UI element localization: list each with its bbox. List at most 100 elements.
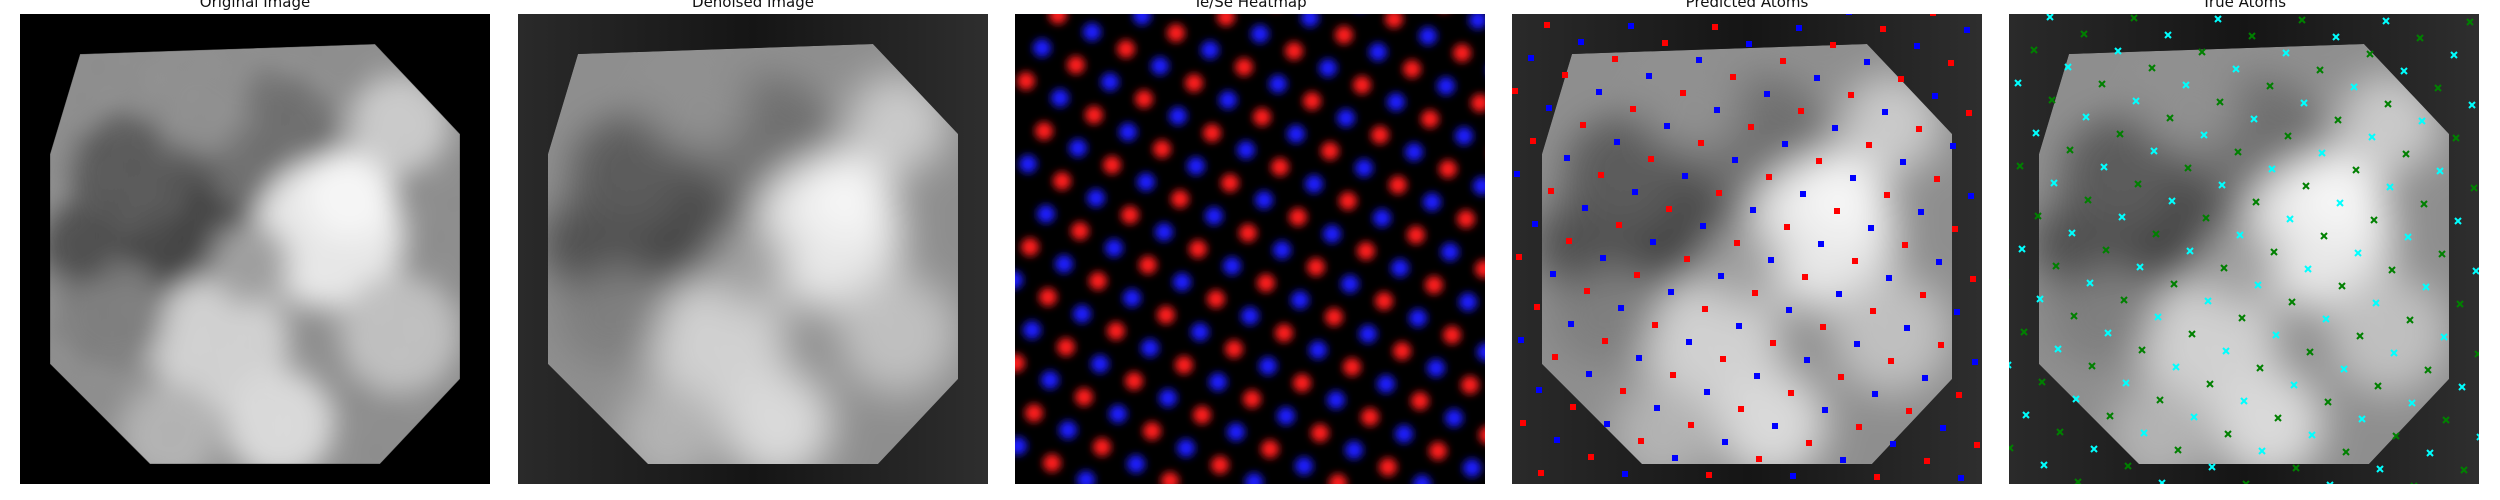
true-se-atom bbox=[2424, 366, 2432, 374]
true-te-atom bbox=[2222, 347, 2230, 355]
true-se-atom bbox=[2174, 446, 2182, 454]
te-heat-spot bbox=[1157, 306, 1175, 324]
se-heat-spot bbox=[1395, 425, 1413, 443]
te-heat-spot bbox=[1167, 24, 1185, 42]
se-heat-spot bbox=[1377, 375, 1395, 393]
true-se-atom bbox=[2034, 212, 2042, 220]
predicted-se-atom bbox=[1950, 143, 1956, 149]
predicted-se-atom bbox=[1568, 321, 1574, 327]
true-se-atom bbox=[2384, 100, 2392, 108]
predicted-se-atom bbox=[1750, 207, 1756, 213]
predicted-se-atom bbox=[1714, 107, 1720, 113]
se-heat-spot bbox=[1337, 109, 1355, 127]
se-heat-spot bbox=[1355, 159, 1373, 177]
true-te-atom bbox=[2140, 429, 2148, 437]
predicted-te-atom bbox=[1634, 272, 1640, 278]
true-te-atom bbox=[2014, 79, 2022, 87]
se-heat-spot bbox=[1477, 343, 1485, 361]
predicted-te-atom bbox=[1670, 372, 1676, 378]
predicted-te-atom bbox=[1934, 176, 1940, 182]
te-heat-spot bbox=[1071, 222, 1089, 240]
predicted-te-atom bbox=[1856, 424, 1862, 430]
predicted-te-atom bbox=[1734, 240, 1740, 246]
te-heat-spot bbox=[1321, 142, 1339, 160]
te-heat-spot bbox=[1243, 390, 1261, 408]
se-heat-spot bbox=[1387, 93, 1405, 111]
true-te-atom bbox=[2372, 299, 2380, 307]
se-heat-spot bbox=[1409, 309, 1427, 327]
se-heat-spot bbox=[1073, 305, 1091, 323]
true-te-atom bbox=[2118, 213, 2126, 221]
predicted-te-atom bbox=[1620, 388, 1626, 394]
panel-title: Original Image bbox=[199, 0, 311, 11]
te-heat-spot bbox=[1361, 408, 1379, 426]
se-heat-spot bbox=[1341, 275, 1359, 293]
te-heat-spot bbox=[1235, 58, 1253, 76]
te-heat-spot bbox=[1457, 210, 1475, 228]
te-heat-spot bbox=[1217, 14, 1235, 26]
predicted-te-atom bbox=[1706, 472, 1712, 478]
te-heat-spot bbox=[1471, 94, 1485, 112]
se-heat-spot bbox=[1473, 177, 1485, 195]
predicted-te-atom bbox=[1544, 22, 1550, 28]
te-heat-spot bbox=[1239, 224, 1257, 242]
predicted-se-atom bbox=[1536, 387, 1542, 393]
true-te-atom bbox=[2050, 179, 2058, 187]
te-heat-spot bbox=[1335, 26, 1353, 44]
te-heat-spot bbox=[1271, 158, 1289, 176]
true-se-atom bbox=[2206, 380, 2214, 388]
predicted-te-atom bbox=[1806, 440, 1812, 446]
se-heat-spot bbox=[1419, 27, 1437, 45]
heatmap-background bbox=[1015, 14, 1485, 484]
predicted-te-atom bbox=[1788, 390, 1794, 396]
predicted-te-atom bbox=[1780, 58, 1786, 64]
se-heat-spot bbox=[1169, 107, 1187, 125]
true-te-atom bbox=[2454, 217, 2462, 225]
true-te-atom bbox=[2468, 101, 2476, 109]
true-te-atom bbox=[2472, 267, 2479, 275]
true-te-atom bbox=[2450, 51, 2458, 59]
predicted-te-atom bbox=[1584, 288, 1590, 294]
predicted-se-atom bbox=[1564, 155, 1570, 161]
predicted-te-atom bbox=[1898, 76, 1904, 82]
true-te-atom bbox=[2436, 167, 2444, 175]
predicted-se-atom bbox=[1914, 43, 1920, 49]
predicted-se-atom bbox=[1890, 441, 1896, 447]
true-te-atom bbox=[2182, 81, 2190, 89]
true-se-atom bbox=[2009, 444, 2014, 452]
flake-region bbox=[50, 44, 460, 464]
predicted-se-atom bbox=[1646, 73, 1652, 79]
se-heat-spot bbox=[1209, 373, 1227, 391]
true-te-atom bbox=[2318, 149, 2326, 157]
predicted-se-atom bbox=[1596, 89, 1602, 95]
predicted-te-atom bbox=[1534, 304, 1540, 310]
predicted-se-atom bbox=[1850, 175, 1856, 181]
true-se-atom bbox=[2298, 16, 2306, 24]
se-heat-spot bbox=[1187, 157, 1205, 175]
true-se-atom bbox=[2434, 84, 2442, 92]
true-se-atom bbox=[2170, 280, 2178, 288]
true-se-atom bbox=[2274, 414, 2282, 422]
te-heat-spot bbox=[1085, 106, 1103, 124]
predicted-te-atom bbox=[1562, 72, 1568, 78]
predicted-te-atom bbox=[1930, 14, 1936, 16]
predicted-te-atom bbox=[1570, 404, 1576, 410]
true-se-atom bbox=[2238, 314, 2246, 322]
predicted-se-atom bbox=[1654, 405, 1660, 411]
true-se-atom bbox=[2302, 182, 2310, 190]
flake-region bbox=[1542, 44, 1952, 464]
te-heat-spot bbox=[1211, 456, 1229, 474]
true-te-atom bbox=[2150, 147, 2158, 155]
te-heat-spot bbox=[1285, 42, 1303, 60]
predicted-se-atom bbox=[1790, 473, 1796, 479]
original-image-panel: Original Image bbox=[20, 0, 490, 500]
predicted-se-atom bbox=[1822, 407, 1828, 413]
true-te-atom bbox=[2350, 83, 2358, 91]
true-te-atom bbox=[2064, 63, 2072, 71]
predicted-atoms-image bbox=[1512, 14, 1982, 484]
true-te-atom bbox=[2054, 345, 2062, 353]
true-te-atom bbox=[2322, 315, 2330, 323]
predicted-te-atom bbox=[1630, 106, 1636, 112]
true-se-atom bbox=[2098, 80, 2106, 88]
true-se-atom bbox=[2288, 298, 2296, 306]
